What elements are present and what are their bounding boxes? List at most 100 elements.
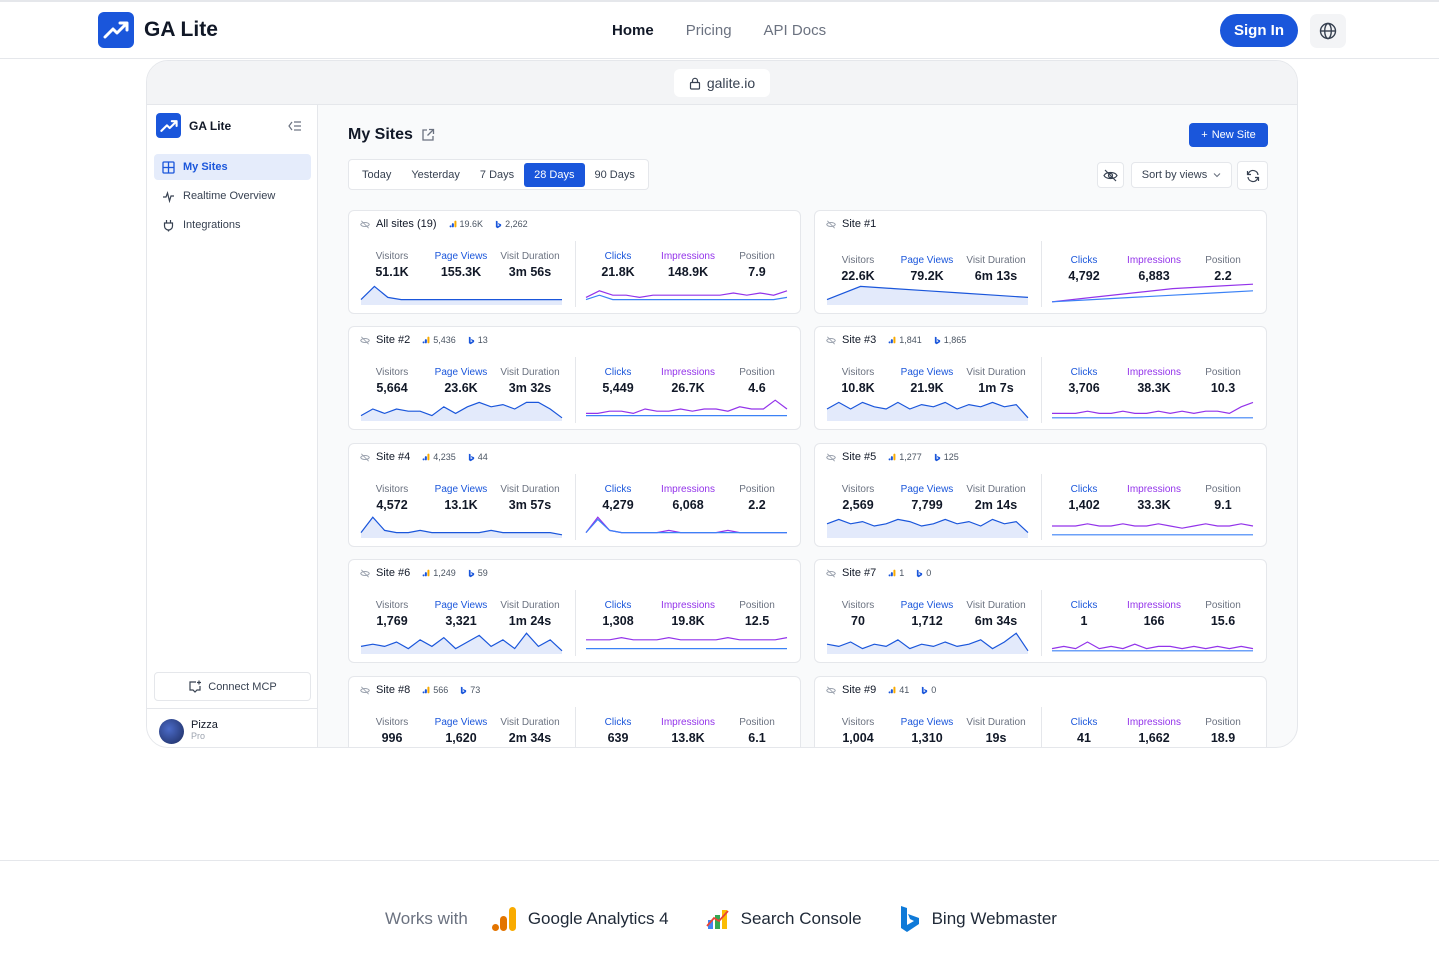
metric-label: Visit Duration xyxy=(966,717,1026,728)
site-name[interactable]: All sites (19) xyxy=(376,218,437,230)
metric-value: 9.1 xyxy=(1214,498,1232,512)
eye-off-icon[interactable] xyxy=(360,453,370,462)
external-link-icon[interactable] xyxy=(421,128,435,142)
site-card[interactable]: All sites (19) 19.6K 2,262 Visitors 51.1K Pag… xyxy=(348,210,801,314)
connect-mcp-button[interactable]: Connect MCP xyxy=(154,672,311,701)
site-name[interactable]: Site #4 xyxy=(376,451,411,463)
metric-value: 41 xyxy=(1077,731,1091,745)
metric-label: Impressions xyxy=(1127,255,1181,266)
eye-off-icon[interactable] xyxy=(826,336,836,345)
site-card[interactable]: Site #4 4,235 44 Visitors 4,572 Page Views 13.… xyxy=(348,443,801,547)
bing-count: 13 xyxy=(477,335,488,345)
user-name: Pizza xyxy=(191,719,218,731)
brand[interactable]: GA Lite xyxy=(98,12,218,48)
site-name[interactable]: Site #8 xyxy=(376,684,411,696)
url-pill[interactable]: galite.io xyxy=(674,69,770,97)
url-text: galite.io xyxy=(706,75,756,91)
eye-off-icon[interactable] xyxy=(360,686,370,695)
google-analytics-icon xyxy=(422,686,430,694)
metric-label: Clicks xyxy=(604,600,632,611)
sidebar-brand-name: GA Lite xyxy=(189,118,232,133)
range-90-days[interactable]: 90 Days xyxy=(594,168,635,181)
sidebar-item-my-sites[interactable]: My Sites xyxy=(154,154,311,180)
nav-api-docs[interactable]: API Docs xyxy=(763,22,827,39)
sort-select[interactable]: Sort by views xyxy=(1131,162,1232,188)
site-card-header: Site #6 1,249 59 xyxy=(360,567,488,579)
metric-pageviews: Page Views 1,712 xyxy=(892,600,962,628)
eye-off-icon[interactable] xyxy=(360,220,370,229)
sidebar-brand[interactable]: GA Lite xyxy=(156,113,231,138)
eye-off-icon[interactable] xyxy=(826,686,836,695)
eye-off-icon[interactable] xyxy=(826,569,836,578)
metric-value: 26.7K xyxy=(671,381,705,395)
metric-visitors: Visitors 1,769 xyxy=(357,600,427,628)
site-card[interactable]: Site #8 566 73 Visitors 996 Page Views 1,620 Vi… xyxy=(348,676,801,747)
site-name[interactable]: Site #9 xyxy=(842,684,877,696)
metric-clicks: Clicks 41 xyxy=(1049,717,1119,745)
eye-off-icon[interactable] xyxy=(826,220,836,229)
metric-pageviews: Page Views 155.3K xyxy=(426,251,496,279)
refresh-button[interactable] xyxy=(1237,161,1268,190)
eye-off-icon[interactable] xyxy=(360,569,370,578)
site-card[interactable]: Site #7 1 0 Visitors 70 Page Views 1,712 Visit … xyxy=(814,559,1267,663)
sign-in-button[interactable]: Sign In xyxy=(1220,14,1298,47)
ga-count: 1,277 xyxy=(899,452,922,462)
metric-value: 3m 32s xyxy=(508,381,552,395)
site-name[interactable]: Site #7 xyxy=(842,567,877,579)
site-name[interactable]: Site #2 xyxy=(376,334,411,346)
site-name[interactable]: Site #3 xyxy=(842,334,877,346)
metric-pageviews: Page Views 1,620 xyxy=(426,717,496,745)
nav-home[interactable]: Home xyxy=(612,22,654,39)
language-button[interactable] xyxy=(1310,14,1346,48)
impressions-sparkline xyxy=(1052,401,1254,415)
bing-count-badge: 73 xyxy=(460,685,480,695)
integration-search-console: Search Console xyxy=(705,906,862,932)
metric-duration: Visit Duration 1m 24s xyxy=(495,600,565,628)
integration-ga4: Google Analytics 4 xyxy=(490,905,669,933)
integration-bing: Bing Webmaster xyxy=(898,904,1057,934)
metric-label: Position xyxy=(1205,367,1241,378)
site-card[interactable]: Site #1 Visitors 22.6K Page Views 79.2K Visit… xyxy=(814,210,1267,314)
clicks-sparkline xyxy=(585,294,788,301)
site-card[interactable]: Site #9 41 0 Visitors 1,004 Page Views 1,310 Vi… xyxy=(814,676,1267,747)
metric-pageviews: Page Views 21.9K xyxy=(892,367,962,395)
bing-count-badge: 44 xyxy=(468,452,488,462)
site-card[interactable]: Site #3 1,841 1,865 Visitors 10.8K Page Views… xyxy=(814,326,1267,430)
site-card[interactable]: Site #6 1,249 59 Visitors 1,769 Page Views 3,3… xyxy=(348,559,801,663)
metric-value: 2.2 xyxy=(1214,269,1232,283)
nav-pricing[interactable]: Pricing xyxy=(685,22,732,39)
metric-value: 2m 34s xyxy=(508,731,552,745)
user-profile[interactable]: Pizza Pro xyxy=(159,719,218,744)
metric-value: 21.9K xyxy=(910,381,944,395)
site-name[interactable]: Site #1 xyxy=(842,218,877,230)
toggle-hidden-button[interactable] xyxy=(1097,162,1124,188)
site-name[interactable]: Site #5 xyxy=(842,451,877,463)
site-card[interactable]: Site #2 5,436 13 Visitors 5,664 Page Views 23.… xyxy=(348,326,801,430)
metric-value: 1,620 xyxy=(445,731,477,745)
metric-value: 12.5 xyxy=(744,614,770,628)
new-site-button[interactable]: + New Site xyxy=(1189,123,1268,147)
metric-label: Visitors xyxy=(375,484,409,495)
metric-clicks: Clicks 1,308 xyxy=(583,600,653,628)
impressions-sparkline-line xyxy=(1052,401,1254,415)
impressions-sparkline-line xyxy=(586,399,788,415)
site-card-header: Site #3 1,841 1,865 xyxy=(826,334,966,346)
sidebar-item-realtime[interactable]: Realtime Overview xyxy=(154,183,311,209)
metric-value: 639 xyxy=(607,731,629,745)
bing-count: 44 xyxy=(477,452,488,462)
collapse-sidebar-button[interactable] xyxy=(288,119,302,137)
eye-off-icon[interactable] xyxy=(826,453,836,462)
ga-count-badge: 19.6K xyxy=(449,219,483,229)
site-name[interactable]: Site #6 xyxy=(376,567,411,579)
pageviews-sparkline xyxy=(826,285,1029,305)
range-today[interactable]: Today xyxy=(362,168,392,181)
sidebar-item-integrations[interactable]: Integrations xyxy=(154,212,311,238)
metric-label: Page Views xyxy=(434,717,488,728)
range-yesterday[interactable]: Yesterday xyxy=(411,168,460,181)
site-card[interactable]: Site #5 1,277 125 Visitors 2,569 Page Views 7,… xyxy=(814,443,1267,547)
eye-off-icon[interactable] xyxy=(360,336,370,345)
range-7-days[interactable]: 7 Days xyxy=(479,168,515,181)
metric-value: 18.9 xyxy=(1210,731,1236,745)
metric-label: Impressions xyxy=(661,484,715,495)
range-28-days[interactable]: 28 Days xyxy=(524,162,585,187)
